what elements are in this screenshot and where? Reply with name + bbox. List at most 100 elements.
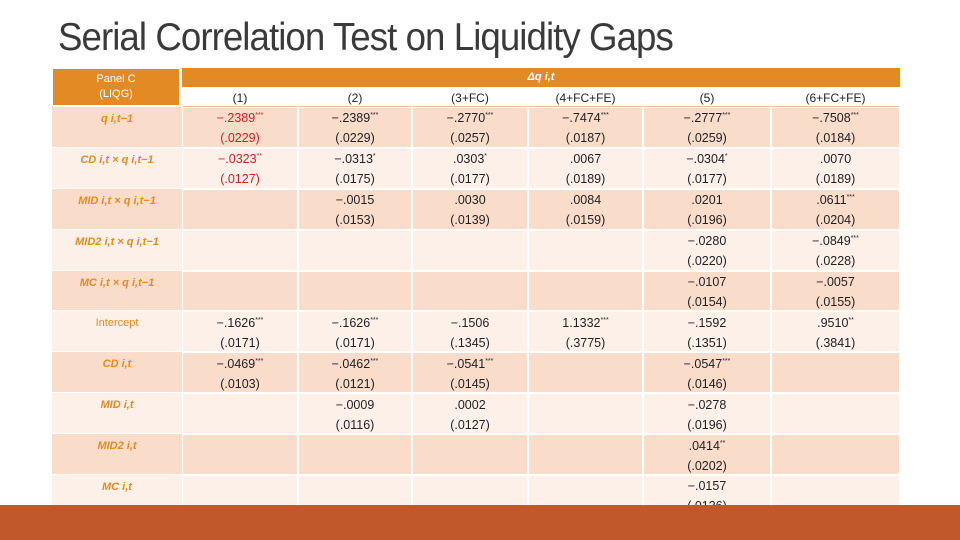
coefficient-value: .0070 — [819, 152, 852, 167]
table-cell — [298, 270, 412, 312]
table-cell: −.2389*** (.0229) — [182, 107, 298, 148]
table-cell: −.0323** (.0127) — [182, 147, 298, 189]
coefficient-value: −.1626 — [331, 315, 371, 330]
table-cell: −.2777*** (.0259) — [643, 107, 771, 148]
table-cell — [412, 270, 528, 312]
significance-stars: *** — [485, 112, 494, 120]
footer-bar — [0, 505, 960, 540]
coefficient: −.2777*** — [644, 106, 770, 128]
table-cell: .0067 (.0189) — [528, 147, 643, 189]
significance-stars: *** — [255, 112, 264, 120]
significance-stars: ** — [256, 153, 263, 161]
coefficient-value: −.0057 — [816, 275, 855, 290]
dependent-variable-header: Δq i,t — [182, 68, 900, 87]
table-cell: −.0015 (.0153) — [298, 188, 412, 230]
standard-error: (.0177) — [687, 172, 727, 187]
coefficient: −.0323** — [183, 147, 297, 169]
standard-error: (.0171) — [335, 335, 375, 350]
coefficient-value: −.2777 — [683, 111, 723, 126]
table-cell — [528, 434, 643, 476]
standard-error: (.0139) — [450, 213, 490, 228]
row-label: MC i,t × q i,t−1 — [52, 270, 182, 312]
standard-error: (.0121) — [335, 376, 375, 391]
standard-error: (.0184) — [815, 131, 856, 146]
standard-error: (.0229) — [220, 131, 260, 146]
coefficient: −.0849*** — [772, 229, 899, 251]
table-cell — [298, 229, 412, 271]
table-cell: .0303* (.0177) — [412, 147, 528, 189]
table-cell: .0611*** (.0204) — [771, 188, 900, 230]
table-cell: .0070 (.0189) — [771, 147, 900, 189]
standard-error: (.0196) — [687, 417, 727, 432]
significance-stars: * — [372, 153, 376, 161]
standard-error: (.0204) — [815, 213, 856, 228]
coefficient-value: −.0304 — [686, 152, 725, 167]
coefficient-value: −.0107 — [687, 275, 727, 290]
table-cell: −.0304* (.0177) — [643, 147, 771, 189]
standard-error: (.0229) — [335, 131, 375, 146]
table-cell: .9510** (.3841) — [771, 311, 900, 353]
significance-stars: *** — [255, 316, 264, 324]
coefficient: −.0547*** — [644, 352, 770, 374]
coefficient: .0002 — [413, 393, 527, 415]
coefficient: −.7474*** — [529, 106, 642, 128]
coefficient: .9510** — [772, 311, 899, 333]
table-cell: −.1592 (.1351) — [643, 311, 771, 353]
standard-error: (.0257) — [450, 131, 490, 146]
coefficient: .0611*** — [772, 188, 899, 210]
coefficient: −.0009 — [299, 393, 411, 415]
panel-label: Panel C (LIQG) — [52, 68, 180, 106]
standard-error: (.0189) — [565, 172, 606, 187]
table-cell: −.0313* (.0175) — [298, 147, 412, 189]
coefficient: .0201 — [644, 188, 770, 210]
table-cell: −.0547*** (.0146) — [643, 352, 771, 394]
significance-stars: *** — [850, 112, 859, 120]
coefficient: −.0280 — [644, 229, 770, 251]
table-cell: −.0541*** (.0145) — [412, 352, 528, 394]
row-label: Intercept — [52, 311, 182, 353]
significance-stars: *** — [370, 316, 379, 324]
standard-error: (.0153) — [335, 213, 375, 228]
coefficient-value: −.0157 — [687, 479, 727, 494]
column-header: (1) — [182, 87, 298, 107]
coefficient-value: .9510 — [817, 315, 849, 330]
coefficient: .0067 — [529, 147, 642, 169]
table-cell — [528, 393, 643, 435]
significance-stars: *** — [370, 357, 379, 365]
table-cell: −.0278 (.0196) — [643, 393, 771, 435]
table-cell — [182, 434, 298, 476]
coefficient: −.0313* — [299, 147, 411, 169]
coefficient-value: −.0009 — [335, 397, 375, 412]
standard-error: (.3775) — [565, 335, 606, 350]
column-header: (4+FC+FE) — [528, 87, 643, 107]
coefficient-value: −.2389 — [331, 111, 371, 126]
standard-error: (.0202) — [687, 458, 727, 473]
table-cell: .0201 (.0196) — [643, 188, 771, 230]
standard-error: (.0196) — [687, 213, 727, 228]
coefficient-value: −.0547 — [683, 356, 723, 371]
table-cell: −.0469*** (.0103) — [182, 352, 298, 394]
coefficient: .0030 — [413, 188, 527, 210]
table-cell: −.7508*** (.0184) — [771, 107, 900, 148]
standard-error: (.0116) — [335, 417, 375, 432]
coefficient-value: .0002 — [454, 397, 486, 412]
row-label: CD i,t × q i,t−1 — [52, 147, 182, 189]
regression-table: Δq i,t (1) (2) (3+FC) (4+FC+FE) (5) (6+FC+FE)… — [182, 68, 910, 516]
standard-error: (.0103) — [220, 376, 260, 391]
coefficient: .0414** — [644, 434, 770, 456]
coefficient-value: −.7474 — [562, 111, 601, 126]
table-cell — [298, 434, 412, 476]
row-label: MID i,t × q i,t−1 — [52, 188, 182, 230]
coefficient: −.0057 — [772, 270, 899, 292]
significance-stars: * — [724, 153, 728, 161]
table-cell: −.1626*** (.0171) — [298, 311, 412, 353]
row-label: q i,t−1 — [52, 107, 182, 148]
table-cell: .0030 (.0139) — [412, 188, 528, 230]
table-cell — [528, 229, 643, 271]
slide-title: Serial Correlation Test on Liquidity Gap… — [58, 16, 674, 59]
table-cell — [182, 229, 298, 271]
coefficient: −.2770*** — [413, 106, 527, 128]
table-cell: −.0107 (.0154) — [643, 270, 771, 312]
coefficient-value: .0067 — [569, 152, 602, 167]
standard-error: (.0155) — [815, 295, 856, 310]
